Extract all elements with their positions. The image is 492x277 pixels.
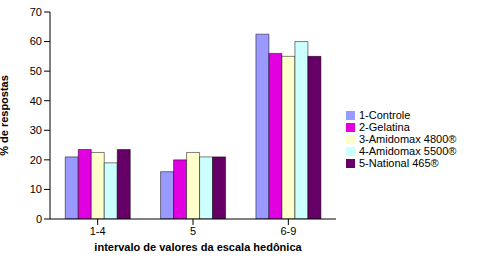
html-text:intervalo de valores da escala: intervalo de valores da escala hedônica (94, 241, 302, 253)
svg-text:20: 20 (30, 154, 42, 166)
html-text:1-Controle: 1-Controle (359, 108, 411, 121)
svg-text:5: 5 (190, 225, 196, 237)
svg-text:10: 10 (30, 183, 42, 195)
svg-text:40: 40 (30, 95, 42, 107)
html-text:4-Amidomax 5500®: 4-Amidomax 5500® (359, 144, 457, 157)
svg-text:50: 50 (30, 65, 42, 77)
svg-text:60: 60 (30, 35, 42, 47)
svg-text:70: 70 (30, 6, 42, 18)
html-text:5-National 465®: 5-National 465® (359, 156, 439, 169)
html-text:2-Gelatina: 2-Gelatina (359, 120, 410, 133)
svg-text:1-4: 1-4 (90, 225, 106, 237)
html-text:3-Amidomax 4800®: 3-Amidomax 4800® (359, 132, 457, 145)
svg-text:% de respostas: % de respostas (8, 75, 10, 156)
svg-text:30: 30 (30, 124, 42, 136)
svg-text:6-9: 6-9 (280, 225, 296, 237)
svg-text:0: 0 (36, 213, 42, 225)
